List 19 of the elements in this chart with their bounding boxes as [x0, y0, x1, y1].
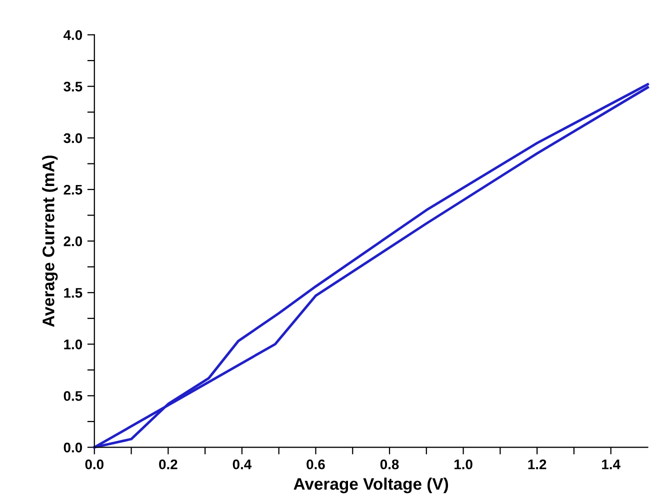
x-tick-label: 1.2 — [528, 459, 546, 470]
y-axis-title: Average Current (mA) — [42, 156, 58, 327]
y-tick-label: 0.0 — [64, 442, 82, 452]
x-tick-label: 1.4 — [602, 460, 620, 470]
y-tick-label: 3.5 — [64, 82, 82, 92]
y-tick-label: 2.0 — [64, 236, 82, 246]
y-tick-label: 2.5 — [64, 184, 82, 195]
x-tick-label: 1.0 — [454, 459, 472, 470]
x-tick-label: 0.6 — [306, 459, 325, 470]
y-tick-label: 4.0 — [63, 30, 82, 40]
x-tick-label: 0.4 — [232, 459, 252, 470]
y-tick-label: 3.0 — [64, 133, 82, 144]
y-tick-label: 1.5 — [64, 288, 82, 298]
y-tick-label: 1.0 — [64, 340, 82, 350]
x-tick-label: 0.2 — [159, 459, 178, 470]
x-axis-title: Average Voltage (V) — [294, 478, 448, 494]
x-tick-label: 0.0 — [85, 459, 104, 470]
x-tick-label: 0.8 — [380, 459, 399, 470]
y-tick-label: 0.5 — [64, 391, 82, 401]
